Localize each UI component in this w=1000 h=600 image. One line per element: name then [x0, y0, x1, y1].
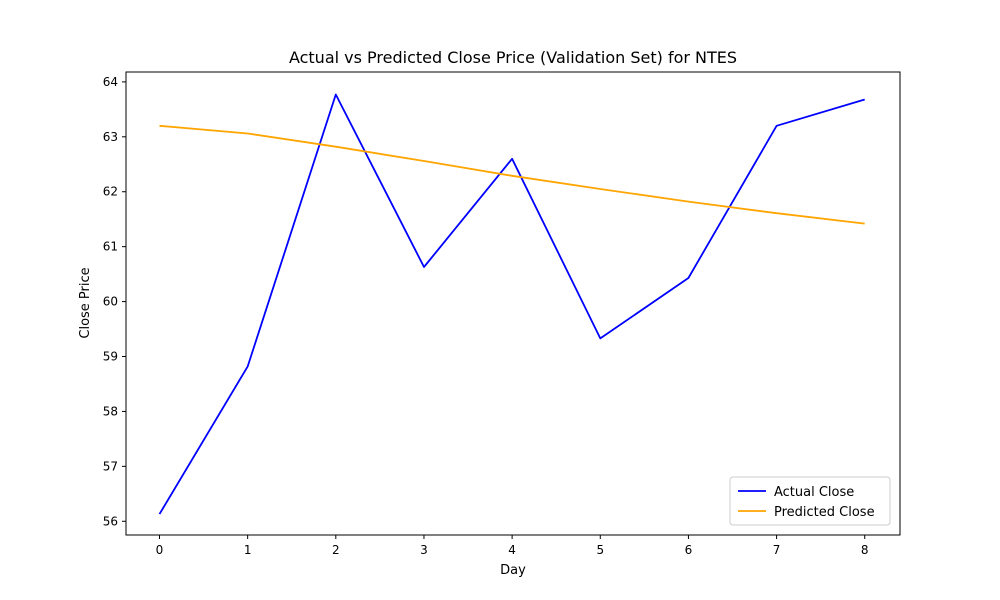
x-tick-label: 4 — [508, 543, 516, 557]
legend-label-predicted-close: Predicted Close — [774, 505, 875, 520]
y-tick-label: 57 — [103, 459, 118, 473]
x-tick-label: 1 — [244, 543, 252, 557]
y-tick-label: 60 — [103, 295, 118, 309]
x-tick-label: 2 — [332, 543, 340, 557]
legend-box — [729, 476, 891, 526]
legend-label-actual-close: Actual Close — [774, 485, 854, 500]
y-tick-label: 62 — [103, 185, 118, 199]
y-tick-label: 63 — [103, 130, 118, 144]
x-tick-label: 3 — [420, 543, 428, 557]
series-line-actual-close — [158, 93, 865, 515]
y-axis-label: Close Price — [78, 267, 93, 338]
x-tick-label: 8 — [861, 543, 869, 557]
x-axis-label: Day — [500, 563, 526, 578]
x-tick-label: 5 — [596, 543, 604, 557]
y-tick-label: 64 — [103, 75, 118, 89]
chart-title: Actual vs Predicted Close Price (Validat… — [289, 48, 737, 67]
x-tick-label: 0 — [156, 543, 164, 557]
series-line-predicted-close — [159, 124, 865, 225]
y-tick-label: 58 — [103, 404, 118, 418]
x-tick-label: 6 — [685, 543, 693, 557]
x-tick-label: 7 — [773, 543, 781, 557]
axes-frame — [125, 71, 901, 536]
y-tick-label: 56 — [103, 514, 118, 528]
y-tick-label: 61 — [103, 240, 118, 254]
y-tick-label: 59 — [103, 350, 118, 364]
